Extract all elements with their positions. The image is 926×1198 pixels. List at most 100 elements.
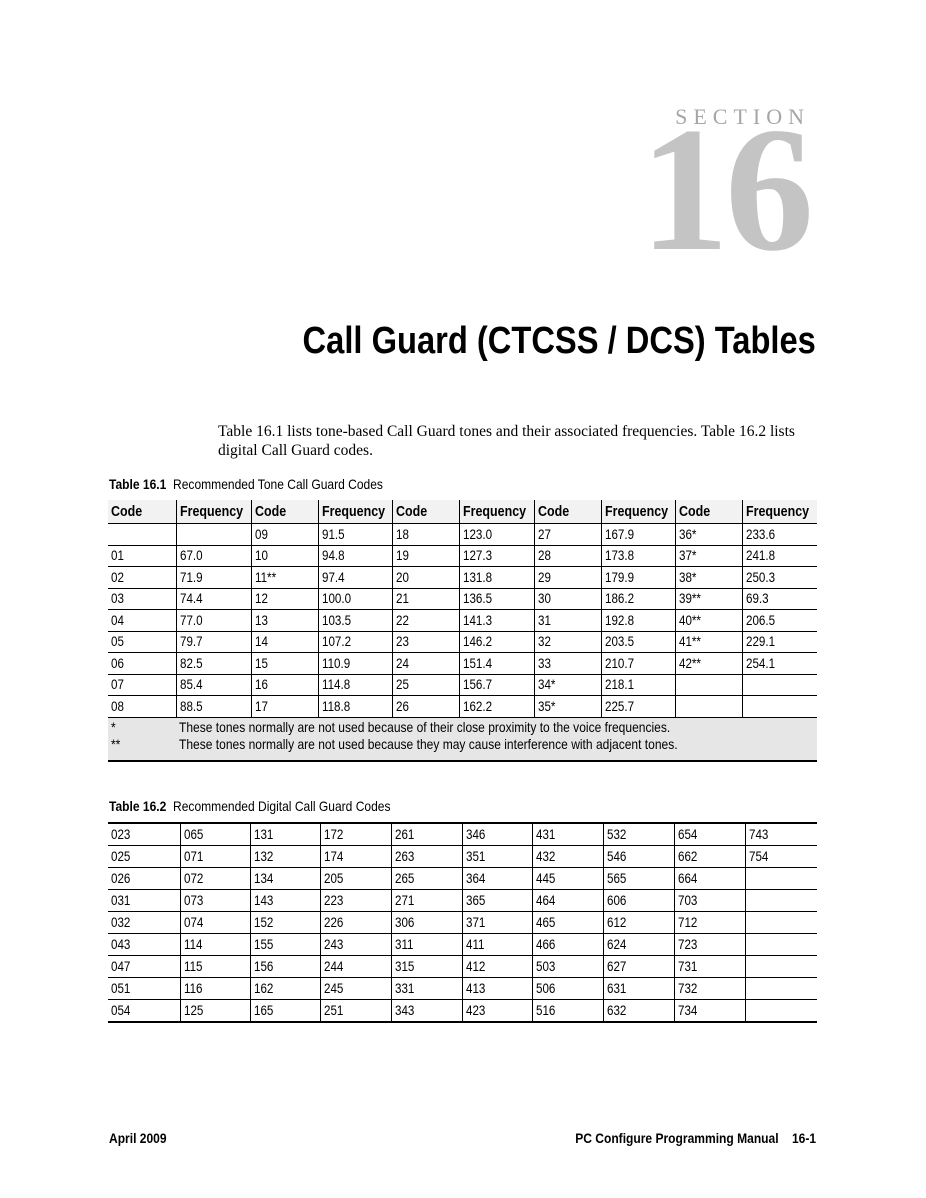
column-header: Code [391, 500, 459, 524]
table-cell: 261 [390, 823, 462, 846]
table-cell: 179.9 [600, 566, 675, 589]
table-cell-text: 411 [465, 937, 485, 952]
table-cell [744, 911, 817, 934]
table-cell: 250.3 [741, 566, 817, 589]
table-cell: 127.3 [458, 545, 534, 567]
table-cell: 115 [179, 955, 250, 978]
table-cell-text: 431 [535, 827, 555, 842]
table-cell: 271 [390, 889, 462, 912]
table-cell: 251 [319, 999, 391, 1023]
table-cell: 311 [390, 933, 462, 956]
table-cell-text: 265 [394, 871, 414, 886]
table-cell: 506 [531, 977, 603, 1000]
table-cell-text: 654 [677, 827, 697, 842]
table-cell-text: 15 [254, 655, 268, 671]
table-cell-text: 22 [395, 612, 409, 628]
table-cell-text: 103.5 [321, 612, 351, 628]
table-cell: 02 [108, 566, 176, 589]
column-header: Frequency [175, 500, 251, 524]
column-header: Frequency [317, 500, 392, 524]
digital-call-guard-table: 023 065 131 172 261 346 431 532 654 743 025 071 132 1… [108, 822, 817, 1023]
table-cell: 432 [531, 845, 603, 868]
table-cell-text: 205 [323, 871, 343, 886]
table-cell: 17 [250, 695, 318, 718]
table-cell-text: 67.0 [179, 548, 203, 564]
table-cell-text: 065 [183, 827, 203, 842]
table-cell-text: 19 [395, 548, 409, 564]
table-cell: 74.4 [175, 588, 251, 610]
table-cell-text: 71.9 [179, 569, 203, 585]
table-cell: 165 [249, 999, 320, 1023]
table-cell-text: 331 [394, 981, 414, 996]
table-cell-text: 114.8 [321, 677, 350, 693]
table2-caption-number: Table 16.2 [109, 798, 167, 814]
column-header-text: Frequency [321, 503, 385, 520]
column-header-text: Code [254, 503, 286, 520]
table-cell: 12 [250, 588, 318, 610]
table-cell-text: 506 [535, 981, 555, 996]
table-cell-text: 031 [111, 893, 131, 908]
table-cell-text: 071 [183, 849, 203, 864]
table-cell [674, 674, 742, 696]
table-cell: 14 [250, 631, 318, 653]
table-cell: 233.6 [741, 523, 817, 546]
table-cell: 01 [108, 545, 176, 567]
table-row: 051 116 162 245 331 413 506 631 732 [108, 977, 817, 1000]
table-cell-text: 151.4 [462, 655, 492, 671]
table-cell: 151.4 [458, 652, 534, 675]
table-cell: 229.1 [741, 631, 817, 653]
table-cell: 664 [673, 867, 745, 890]
table-cell: 103.5 [317, 609, 392, 632]
table-cell-text: 754 [748, 849, 768, 864]
table-cell-text: 134 [253, 871, 273, 886]
table-cell-text: 39** [678, 591, 701, 607]
table-cell: 464 [531, 889, 603, 912]
table-cell: 10 [250, 545, 318, 567]
column-header-text: Code [537, 503, 569, 520]
table-cell: 743 [744, 823, 817, 846]
table-cell-text: 043 [111, 937, 131, 952]
section-number: 16 [640, 90, 814, 288]
table-cell: 263 [390, 845, 462, 868]
footnote-text-text: These tones normally are not used becaus… [179, 718, 671, 735]
table-cell: 306 [390, 911, 462, 934]
table-cell-text: 364 [465, 871, 485, 886]
table-cell-text: 072 [183, 871, 203, 886]
table-cell-text: 27 [537, 526, 551, 542]
table-cell-text: 97.4 [321, 569, 345, 585]
table-cell-text: 21 [395, 591, 409, 607]
table-cell-text: 186.2 [604, 591, 634, 607]
table-cell: 132 [249, 845, 320, 868]
table2-caption-text: Recommended Digital Call Guard Codes [173, 798, 391, 814]
table-cell: 331 [390, 977, 462, 1000]
table-row: 02 71.9 11** 97.4 20 131.8 29 179.9 38* 250.3 [108, 566, 817, 589]
table-cell-text: 38* [678, 569, 696, 585]
table-cell: 025 [108, 845, 180, 868]
table-cell: 31 [533, 609, 601, 632]
table-cell-text: 33 [537, 655, 551, 671]
table-row: 025 071 132 174 263 351 432 546 662 754 [108, 845, 817, 868]
table-cell: 074 [179, 911, 250, 934]
table-cell: 37* [674, 545, 742, 567]
table-row: 09 91.5 18 123.0 27 167.9 36* 233.6 [108, 523, 817, 546]
table-cell-text: 703 [677, 893, 697, 908]
table-cell [674, 695, 742, 718]
table-cell-text: 351 [465, 849, 485, 864]
table-cell-text: 14 [254, 634, 268, 650]
table-cell [741, 695, 817, 718]
table-cell-text: 34* [537, 677, 555, 693]
table-cell-text: 245 [323, 981, 343, 996]
table-cell: 27 [533, 523, 601, 546]
table-cell: 364 [461, 867, 532, 890]
table-cell: 431 [531, 823, 603, 846]
footnote-mark: * [108, 717, 176, 736]
table-cell: 210.7 [600, 652, 675, 675]
table-cell-text: 74.4 [179, 591, 203, 607]
table-cell: 413 [461, 977, 532, 1000]
table-cell-text: 41** [678, 634, 701, 650]
table-cell: 79.7 [175, 631, 251, 653]
table-cell-text: 723 [677, 937, 697, 952]
table-cell-text: 37* [678, 548, 696, 564]
table-cell: 723 [673, 933, 745, 956]
table-cell: 051 [108, 977, 180, 1000]
